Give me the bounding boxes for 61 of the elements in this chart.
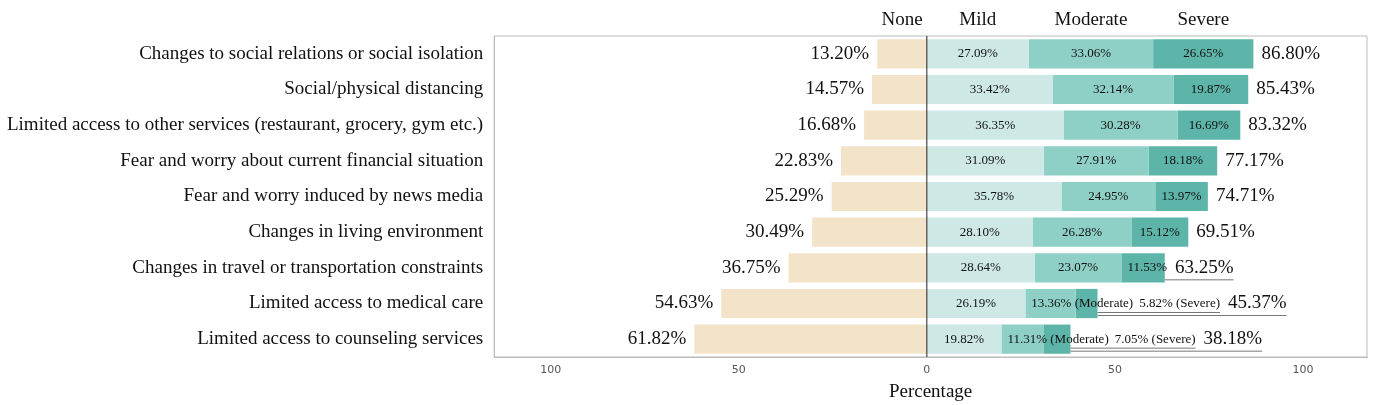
data-label: 28.64%: [960, 259, 1001, 275]
data-label: 24.95%: [1088, 187, 1129, 203]
series-label: Mild: [959, 7, 997, 29]
data-label: 5.82% (Severe): [1139, 294, 1221, 310]
y-tick-label: Fear and worry induced by news media: [183, 184, 484, 206]
data-label: 19.82%: [944, 330, 985, 346]
y-tick-label: Changes to social relations or social isolation: [139, 41, 484, 63]
data-label: 36.35%: [975, 116, 1016, 132]
annotation: 69.51%: [1196, 220, 1256, 242]
data-label: 13.97%: [1161, 187, 1202, 203]
data-label: 33.42%: [969, 80, 1010, 96]
data-label: 14.57%: [805, 77, 865, 99]
x-tick-label: 0: [923, 363, 931, 377]
data-label: 61.82%: [627, 327, 687, 349]
y-tick-label: Changes in living environment: [248, 220, 484, 242]
x-tick-label: 50: [731, 363, 746, 377]
x-axis-title: Percentage: [888, 379, 973, 401]
annotation: 83.32%: [1248, 113, 1308, 135]
annotation: 45.37%: [1228, 291, 1287, 313]
data-label: 16.68%: [797, 113, 857, 135]
data-label: 54.63%: [654, 291, 714, 313]
data-label: 28.10%: [959, 223, 1000, 239]
annotation: 74.71%: [1215, 184, 1275, 206]
annotation: 63.25%: [1174, 255, 1234, 277]
annotation: 85.43%: [1256, 77, 1315, 99]
y-tick-label: Limited access to other services (restaurant, grocery, gym etc.): [6, 113, 484, 136]
data-label: 15.12%: [1139, 223, 1181, 239]
data-label: 33.06%: [1070, 45, 1112, 61]
data-label: 22.83%: [774, 148, 834, 170]
data-label: 7.05% (Severe): [1114, 330, 1196, 346]
data-label: 23.07%: [1057, 259, 1099, 275]
data-label: 13.20%: [810, 41, 870, 63]
data-label: 30.49%: [745, 220, 805, 242]
y-tick-label: Limited access to medical care: [248, 291, 484, 313]
annotation: 77.17%: [1225, 148, 1284, 170]
y-tick-label: Limited access to counseling services: [197, 327, 484, 349]
data-label: 19.87%: [1190, 80, 1232, 96]
x-tick-label: 100: [1292, 363, 1314, 377]
data-label: 26.65%: [1183, 45, 1224, 61]
data-label: 27.91%: [1076, 152, 1117, 168]
data-label: 26.28%: [1061, 223, 1103, 239]
data-label: 18.18%: [1162, 152, 1204, 168]
x-tick-label: 100: [540, 363, 562, 377]
data-label: 31.09%: [965, 152, 1006, 168]
y-tick-label: Changes in travel or transportation constraints: [132, 255, 484, 277]
data-label: 32.14%: [1092, 80, 1134, 96]
x-tick-label: 50: [1107, 363, 1122, 377]
data-label: 36.75%: [722, 255, 781, 277]
data-label: 26.19%: [956, 294, 997, 310]
series-label: Severe: [1177, 7, 1230, 29]
series-label: None: [881, 7, 923, 29]
annotation: 38.18%: [1203, 327, 1263, 349]
series-label: Moderate: [1054, 7, 1128, 29]
data-label: 27.09%: [957, 45, 999, 61]
data-label: 25.29%: [765, 184, 824, 206]
y-tick-label: Social/physical distancing: [284, 77, 484, 99]
y-tick-label: Fear and worry about current financial situation: [120, 148, 484, 170]
data-label: 35.78%: [974, 187, 1015, 203]
data-label: 30.28%: [1100, 116, 1141, 132]
annotation: 86.80%: [1261, 41, 1321, 63]
data-label: 16.69%: [1188, 116, 1230, 132]
